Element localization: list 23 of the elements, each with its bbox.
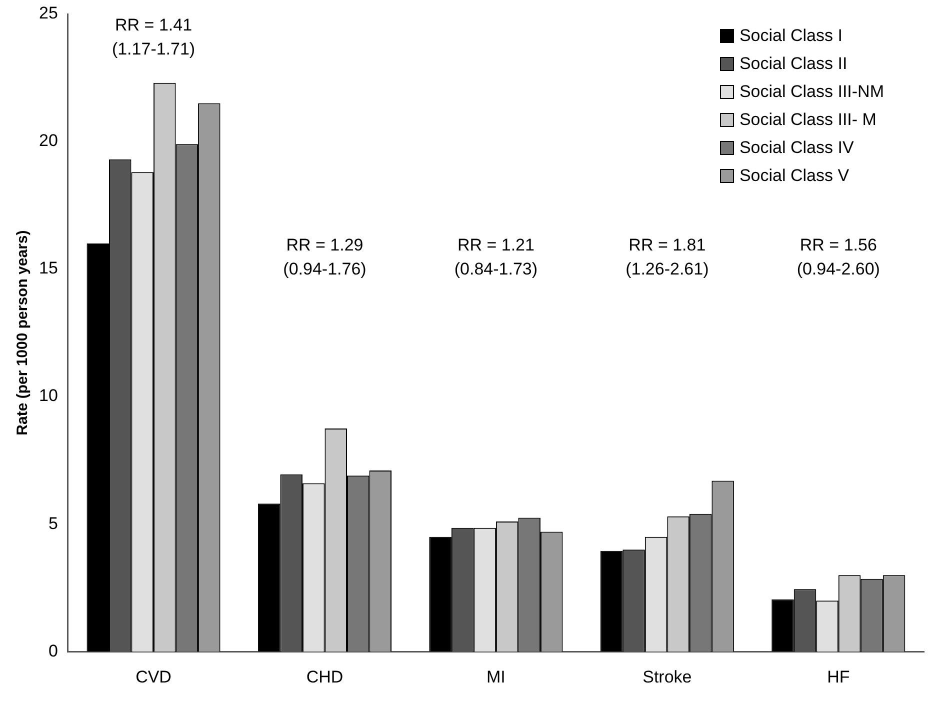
y-tick-label: 0: [48, 641, 58, 660]
legend-label: Social Class III-NM: [739, 81, 884, 103]
x-tick-label: CVD: [136, 667, 172, 686]
x-tick-label: CHD: [306, 667, 344, 686]
legend-label: Social Class III- M: [739, 109, 876, 131]
legend-label: Social Class IV: [739, 137, 854, 159]
legend-label: Social Class I: [739, 25, 842, 47]
y-tick-label: 25: [38, 4, 58, 23]
y-tick-label: 20: [38, 131, 58, 150]
legend-label: Social Class V: [739, 165, 850, 187]
annotation: RR = 1.41 (1.17-1.71): [112, 16, 196, 59]
y-tick-label: 5: [48, 514, 58, 533]
y-tick-label: 10: [38, 386, 58, 406]
annotation: RR = 1.56 (0.94-2.60): [796, 235, 880, 278]
y-tick-label: 15: [38, 258, 58, 278]
x-tick-label: Stroke: [642, 667, 692, 686]
annotation: RR = 1.29 (0.94-1.76): [283, 235, 366, 278]
annotation: RR = 1.21 (0.84-1.73): [454, 235, 538, 278]
x-tick-label: MI: [486, 667, 506, 686]
y-axis-title: Rate (per 1000 person years): [14, 230, 32, 436]
annotation: RR = 1.81 (1.26-2.61): [626, 235, 709, 278]
legend-label: Social Class II: [739, 53, 848, 75]
x-tick-label: HF: [827, 667, 850, 686]
